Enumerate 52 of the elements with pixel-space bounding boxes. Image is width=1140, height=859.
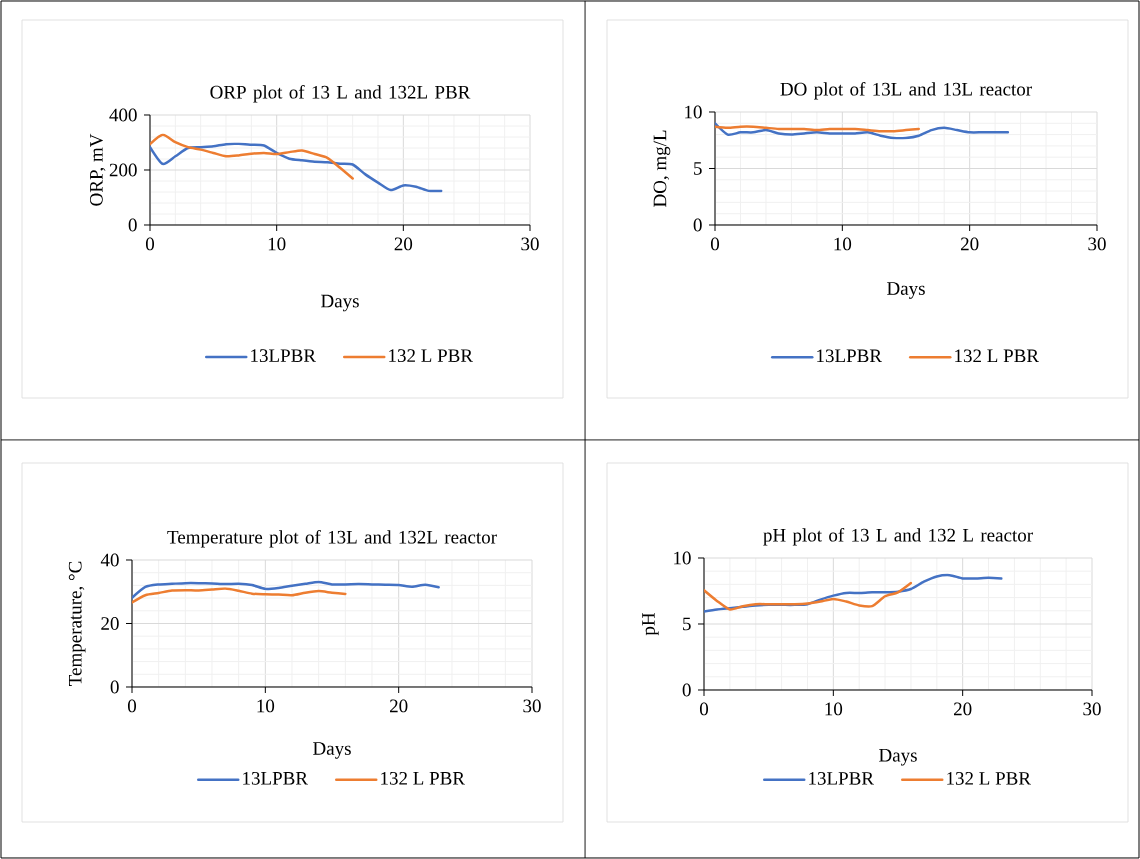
y-tick-label: 5 (694, 162, 702, 175)
y-tick-label: 10 (674, 551, 691, 565)
x-tick-label: 0 (710, 237, 720, 251)
line-series (132, 587, 347, 604)
x-tick-label: 30 (521, 237, 539, 251)
chart-title: pH plot of 13 L and 132 L reactor (763, 528, 1033, 546)
legend-label: 132 L PBR (389, 349, 473, 363)
legend-label: 132 L PBR (947, 772, 1031, 785)
y-tick-label: 20 (101, 617, 119, 630)
x-tick-label: 30 (1083, 702, 1101, 716)
y-axis-title: Temperature, °C (68, 561, 86, 686)
y-tick-label: 0 (128, 218, 137, 232)
legend-label: 13LPBR (817, 349, 882, 363)
legend-label: 13LPBR (251, 349, 316, 363)
x-tick-label: 20 (961, 237, 979, 251)
x-axis-title: Days (313, 742, 351, 759)
line-series (132, 580, 440, 600)
y-tick-label: 400 (109, 108, 137, 122)
x-tick-label: 10 (257, 699, 275, 713)
y-tick-label: 200 (109, 163, 137, 177)
y-tick-label: 10 (685, 105, 702, 119)
legend-label: 13LPBR (809, 772, 874, 785)
x-tick-label: 20 (390, 699, 408, 713)
x-tick-label: 20 (954, 702, 972, 716)
x-tick-label: 0 (145, 237, 155, 251)
y-tick-label: 0 (693, 218, 702, 232)
legend-label: 13LPBR (243, 771, 308, 785)
x-axis-title: Days (887, 282, 925, 299)
y-axis-title: pH (642, 612, 659, 636)
line-series (150, 142, 443, 193)
x-axis-title: Days (879, 749, 917, 766)
x-tick-label: 10 (268, 237, 286, 251)
y-tick-label: 40 (100, 553, 119, 567)
legend-label: 132 L PBR (381, 771, 465, 785)
y-tick-label: 5 (683, 617, 691, 631)
x-tick-label: 30 (523, 699, 541, 713)
line-series (150, 133, 354, 180)
x-axis-title: Days (321, 294, 359, 312)
y-axis-title: ORP, mV (89, 133, 106, 206)
line-series (704, 581, 913, 611)
line-series (715, 122, 1010, 140)
x-tick-label: 30 (1088, 237, 1106, 251)
x-tick-label: 10 (834, 237, 852, 251)
x-tick-label: 20 (394, 237, 413, 251)
chart-title: DO plot of 13L and 13L reactor (780, 82, 1032, 100)
chart-title: ORP plot of 13 L and 132L PBR (210, 85, 471, 103)
y-tick-label: 0 (682, 683, 691, 697)
y-axis-title: DO, mg/L (653, 130, 671, 207)
y-tick-label: 0 (110, 680, 119, 694)
chart-title: Temperature plot of 13L and 132L reactor (167, 530, 497, 548)
x-tick-label: 10 (825, 702, 843, 716)
legend-label: 132 L PBR (955, 349, 1039, 363)
